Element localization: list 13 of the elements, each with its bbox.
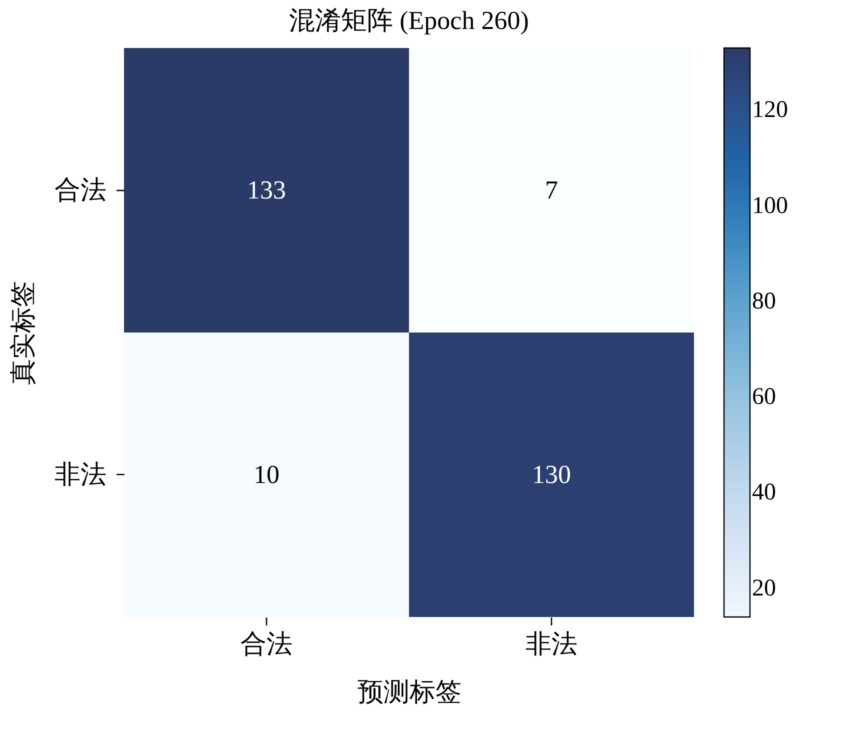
data-label: 7 bbox=[545, 175, 558, 204]
chart-title: 混淆矩阵 (Epoch 260) bbox=[289, 6, 529, 35]
color-bar-label: 60 bbox=[752, 384, 776, 410]
color-bar-label: 120 bbox=[752, 97, 788, 124]
data-label: 133 bbox=[247, 175, 286, 204]
color-bar-label: 100 bbox=[752, 192, 788, 219]
data-label: 130 bbox=[532, 460, 571, 489]
color-bar-label: 40 bbox=[752, 480, 776, 506]
data-label: 10 bbox=[254, 460, 280, 489]
color-bar-label: 20 bbox=[752, 575, 776, 602]
y-axis-title: 真实标签 bbox=[8, 281, 38, 385]
color-bar-label: 80 bbox=[752, 288, 776, 314]
x-axis-title: 预测标签 bbox=[358, 678, 462, 706]
